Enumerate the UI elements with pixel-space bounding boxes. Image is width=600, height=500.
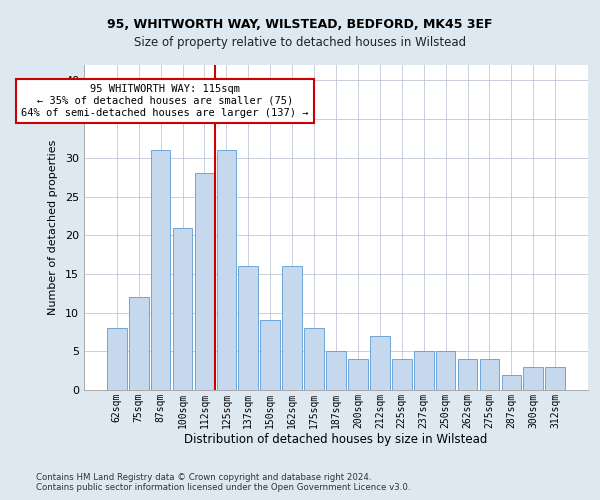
Bar [523,367,543,390]
Text: Distribution of detached houses by size in Wilstead: Distribution of detached houses by size … [184,432,488,446]
Bar [282,266,302,390]
Bar [436,352,455,390]
Y-axis label: Number of detached properties: Number of detached properties [48,140,58,315]
Bar [545,367,565,390]
Text: Contains HM Land Registry data © Crown copyright and database right 2024.
Contai: Contains HM Land Registry data © Crown c… [36,472,410,492]
Bar [326,352,346,390]
Bar [479,359,499,390]
Text: Size of property relative to detached houses in Wilstead: Size of property relative to detached ho… [134,36,466,49]
Text: 95, WHITWORTH WAY, WILSTEAD, BEDFORD, MK45 3EF: 95, WHITWORTH WAY, WILSTEAD, BEDFORD, MK… [107,18,493,30]
Bar [129,297,149,390]
Bar [414,352,434,390]
Bar [304,328,324,390]
Bar [238,266,258,390]
Bar [260,320,280,390]
Bar [348,359,368,390]
Bar [370,336,390,390]
Bar [194,174,214,390]
Bar [392,359,412,390]
Bar [458,359,478,390]
Bar [502,374,521,390]
Bar [107,328,127,390]
Bar [217,150,236,390]
Bar [173,228,193,390]
Text: 95 WHITWORTH WAY: 115sqm
← 35% of detached houses are smaller (75)
64% of semi-d: 95 WHITWORTH WAY: 115sqm ← 35% of detach… [21,84,309,117]
Bar [151,150,170,390]
